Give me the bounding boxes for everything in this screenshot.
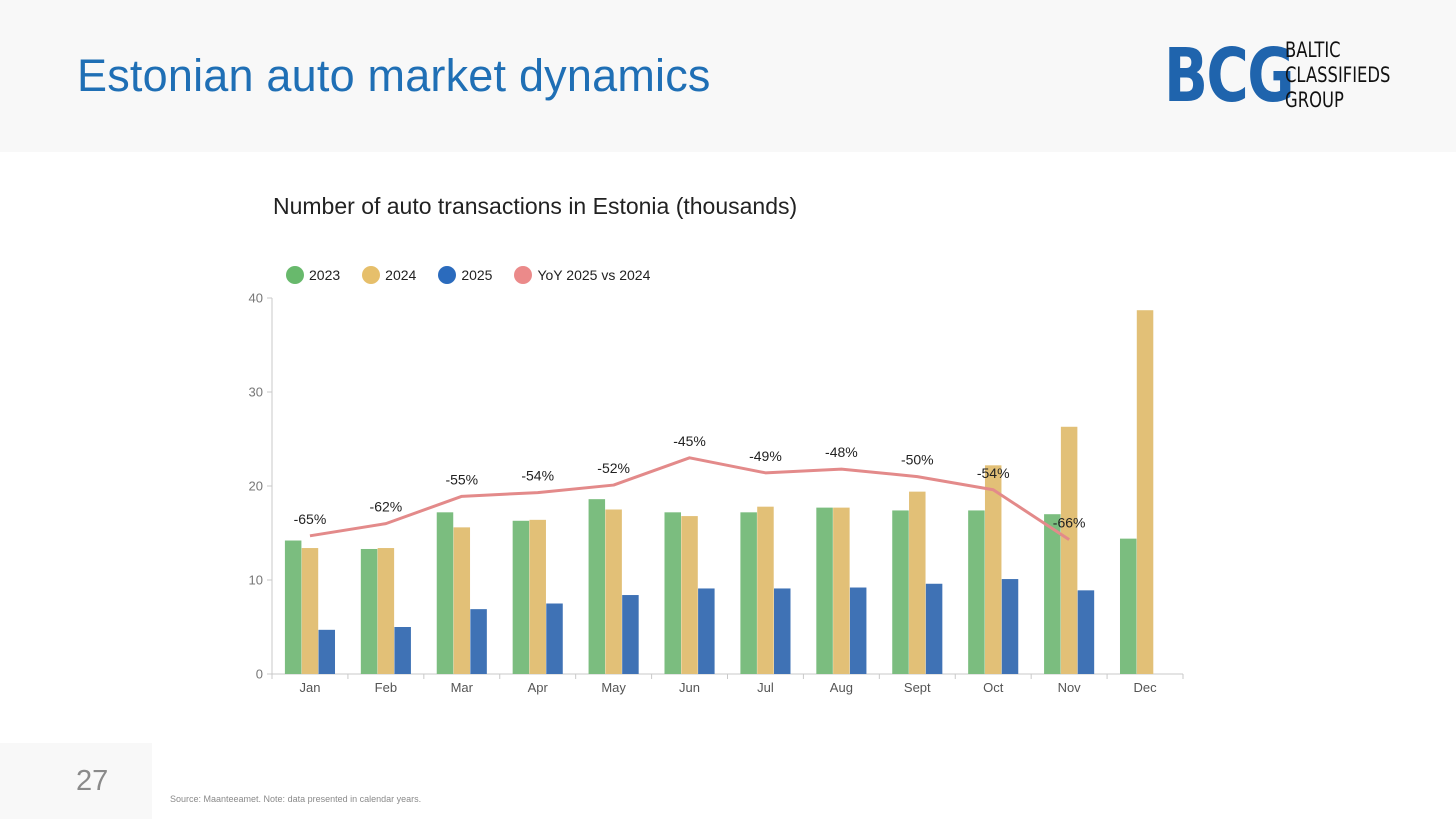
chart-title: Number of auto transactions in Estonia (… [273,193,798,219]
bar-2023 [740,512,757,674]
bar-2024 [529,519,546,674]
bar-2024 [757,506,774,674]
x-tick-label: Jun [679,680,700,695]
bar-2025 [470,609,487,674]
bar-2023 [1044,514,1061,674]
source-note: Source: Maanteeamet. Note: data presente… [170,794,422,804]
logo-line: CLASSIFIEDS [1285,63,1391,87]
bar-2023 [588,499,606,674]
bar-2025 [1001,579,1019,674]
legend-label: 2025 [461,267,493,283]
bar-2023 [436,512,454,674]
x-tick-label: May [601,680,626,695]
yoy-data-label: -62% [370,499,403,515]
logo-wordmark: BALTIC CLASSIFIEDS GROUP [1285,38,1390,113]
y-tick-label: 20 [249,479,263,494]
y-tick-label: 40 [249,291,263,306]
legend-item-2023: 2023 [286,266,340,284]
bar-2023 [816,507,833,674]
yoy-data-label: -49% [749,448,782,464]
x-tick-label: Nov [1058,680,1082,695]
bar-2025 [1077,590,1095,674]
bar-2025 [622,595,639,674]
bar-2024 [605,509,622,674]
bar-2023 [1119,538,1137,674]
legend-swatch [438,266,457,284]
yoy-line [309,456,1070,541]
bar-2024 [984,465,1002,674]
x-tick-label: Aug [830,680,853,695]
yoy-data-label: -54% [977,465,1010,481]
legend-item-yoy: YoY 2025 vs 2024 [514,266,650,284]
logo-line: BALTIC [1285,38,1341,62]
company-logo: BCG BALTIC CLASSIFIEDS GROUP [1164,36,1394,116]
bar-2025 [698,588,715,674]
page-number: 27 [76,765,109,797]
page-number-box [0,743,152,819]
bar-2023 [892,510,909,674]
bar-2024 [833,507,850,674]
x-tick-label: Feb [375,680,397,695]
legend-swatch [514,266,533,284]
chart-legend: 2023 2024 2025 YoY 2025 vs 2024 [286,265,672,285]
x-tick-label: Mar [451,680,474,695]
bar-2024 [1060,426,1078,674]
bar-2024 [453,527,471,674]
bar-2023 [968,510,985,674]
yoy-data-label: -50% [901,452,934,468]
y-tick-label: 10 [249,573,263,588]
yoy-data-label: -48% [825,444,858,460]
bar-2025 [925,583,943,674]
y-tick-label: 30 [249,385,263,400]
x-tick-label: Dec [1133,680,1157,695]
bar-2025 [849,587,867,674]
bar-2023 [284,540,302,674]
bar-2024 [681,516,698,674]
x-tick-label: Oct [983,680,1004,695]
bar-2025 [774,588,791,674]
legend-item-2025: 2025 [438,266,492,284]
yoy-data-label: -55% [445,471,478,487]
yoy-data-label: -66% [1053,515,1086,531]
bar-2025 [546,603,563,674]
bar-2025 [394,627,411,674]
x-tick-label: Apr [528,680,549,695]
bar-2024 [909,491,926,674]
bar-2024 [1136,310,1154,674]
legend-item-2024: 2024 [362,266,416,284]
logo-mark: BCG [1164,33,1295,119]
legend-swatch [362,266,381,284]
legend-label: YoY 2025 vs 2024 [537,267,651,283]
logo-line: GROUP [1285,88,1344,112]
yoy-data-label: -54% [521,468,554,484]
page-title: Estonian auto market dynamics [77,50,711,101]
yoy-data-label: -45% [673,433,706,449]
x-tick-label: Jan [299,680,320,695]
bar-2023 [664,512,681,674]
bar-2024 [377,548,395,674]
bar-2023 [360,548,378,674]
yoy-data-label: -65% [294,511,327,527]
bar-2023 [512,520,530,674]
y-tick-label: 0 [256,667,263,682]
legend-swatch [286,266,304,284]
legend-label: 2023 [309,267,341,283]
bar-2025 [318,629,336,674]
bar-2024 [301,548,319,674]
legend-label: 2024 [385,267,417,283]
yoy-data-label: -52% [597,460,630,476]
x-tick-label: Jul [757,680,774,695]
x-tick-label: Sept [904,680,931,695]
header-band [0,0,1456,152]
